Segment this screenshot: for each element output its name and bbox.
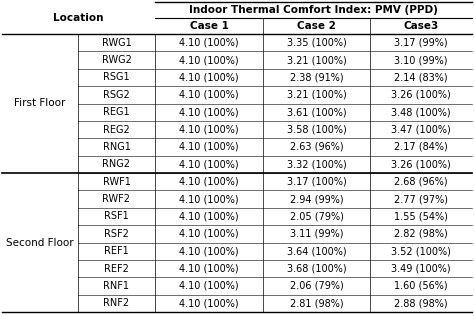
- Text: 3.10 (99%): 3.10 (99%): [394, 55, 448, 65]
- Text: 2.68 (96%): 2.68 (96%): [394, 177, 448, 187]
- Text: RSG2: RSG2: [103, 90, 130, 100]
- Text: RWG2: RWG2: [101, 55, 131, 65]
- Text: REG2: REG2: [103, 125, 130, 135]
- Text: 4.10 (100%): 4.10 (100%): [179, 229, 239, 239]
- Text: 2.82 (98%): 2.82 (98%): [394, 229, 448, 239]
- Text: 4.10 (100%): 4.10 (100%): [179, 246, 239, 256]
- Text: 4.10 (100%): 4.10 (100%): [179, 38, 239, 48]
- Text: 4.10 (100%): 4.10 (100%): [179, 90, 239, 100]
- Text: First Floor: First Floor: [14, 99, 66, 108]
- Text: 2.81 (98%): 2.81 (98%): [290, 298, 343, 308]
- Text: 3.17 (99%): 3.17 (99%): [394, 38, 448, 48]
- Text: 3.21 (100%): 3.21 (100%): [287, 90, 346, 100]
- Text: REF1: REF1: [104, 246, 129, 256]
- Text: 4.10 (100%): 4.10 (100%): [179, 72, 239, 82]
- Text: 3.48 (100%): 3.48 (100%): [391, 107, 451, 117]
- Text: 3.49 (100%): 3.49 (100%): [391, 264, 451, 274]
- Text: 3.58 (100%): 3.58 (100%): [287, 125, 346, 135]
- Text: 1.55 (54%): 1.55 (54%): [394, 211, 448, 222]
- Text: 3.21 (100%): 3.21 (100%): [287, 55, 346, 65]
- Text: 4.10 (100%): 4.10 (100%): [179, 298, 239, 308]
- Text: 3.47 (100%): 3.47 (100%): [391, 125, 451, 135]
- Text: 3.61 (100%): 3.61 (100%): [287, 107, 346, 117]
- Text: 4.10 (100%): 4.10 (100%): [179, 211, 239, 222]
- Text: 4.10 (100%): 4.10 (100%): [179, 177, 239, 187]
- Text: RSF1: RSF1: [104, 211, 129, 222]
- Text: 2.38 (91%): 2.38 (91%): [290, 72, 343, 82]
- Text: RWG1: RWG1: [101, 38, 131, 48]
- Text: REG1: REG1: [103, 107, 130, 117]
- Text: 3.32 (100%): 3.32 (100%): [287, 159, 346, 169]
- Text: 3.26 (100%): 3.26 (100%): [391, 159, 451, 169]
- Text: 2.14 (83%): 2.14 (83%): [394, 72, 448, 82]
- Text: 2.05 (79%): 2.05 (79%): [290, 211, 344, 222]
- Text: RNF1: RNF1: [103, 281, 129, 291]
- Text: Second Floor: Second Floor: [6, 238, 74, 247]
- Text: 4.10 (100%): 4.10 (100%): [179, 142, 239, 152]
- Text: 4.10 (100%): 4.10 (100%): [179, 125, 239, 135]
- Text: 2.94 (99%): 2.94 (99%): [290, 194, 343, 204]
- Text: 3.35 (100%): 3.35 (100%): [287, 38, 346, 48]
- Text: 2.06 (79%): 2.06 (79%): [290, 281, 343, 291]
- Text: RSG1: RSG1: [103, 72, 130, 82]
- Text: RWF1: RWF1: [102, 177, 130, 187]
- Text: RNG1: RNG1: [102, 142, 130, 152]
- Text: REF2: REF2: [104, 264, 129, 274]
- Text: 4.10 (100%): 4.10 (100%): [179, 55, 239, 65]
- Text: Case3: Case3: [403, 21, 438, 31]
- Text: 4.10 (100%): 4.10 (100%): [179, 194, 239, 204]
- Text: 1.60 (56%): 1.60 (56%): [394, 281, 448, 291]
- Text: 3.26 (100%): 3.26 (100%): [391, 90, 451, 100]
- Text: 3.11 (99%): 3.11 (99%): [290, 229, 343, 239]
- Text: RSF2: RSF2: [104, 229, 129, 239]
- Text: 2.63 (96%): 2.63 (96%): [290, 142, 343, 152]
- Text: 3.52 (100%): 3.52 (100%): [391, 246, 451, 256]
- Text: 3.68 (100%): 3.68 (100%): [287, 264, 346, 274]
- Text: Case 2: Case 2: [297, 21, 336, 31]
- Text: Case 1: Case 1: [190, 21, 228, 31]
- Text: Location: Location: [53, 13, 104, 23]
- Text: Indoor Thermal Comfort Index: PMV (PPD): Indoor Thermal Comfort Index: PMV (PPD): [189, 5, 438, 15]
- Text: 3.17 (100%): 3.17 (100%): [287, 177, 346, 187]
- Text: 2.77 (97%): 2.77 (97%): [394, 194, 448, 204]
- Text: 4.10 (100%): 4.10 (100%): [179, 107, 239, 117]
- Text: 4.10 (100%): 4.10 (100%): [179, 264, 239, 274]
- Text: RNG2: RNG2: [102, 159, 130, 169]
- Text: 3.64 (100%): 3.64 (100%): [287, 246, 346, 256]
- Text: RNF2: RNF2: [103, 298, 129, 308]
- Text: RWF2: RWF2: [102, 194, 130, 204]
- Text: 2.88 (98%): 2.88 (98%): [394, 298, 448, 308]
- Text: 4.10 (100%): 4.10 (100%): [179, 159, 239, 169]
- Text: 2.17 (84%): 2.17 (84%): [394, 142, 448, 152]
- Text: 4.10 (100%): 4.10 (100%): [179, 281, 239, 291]
